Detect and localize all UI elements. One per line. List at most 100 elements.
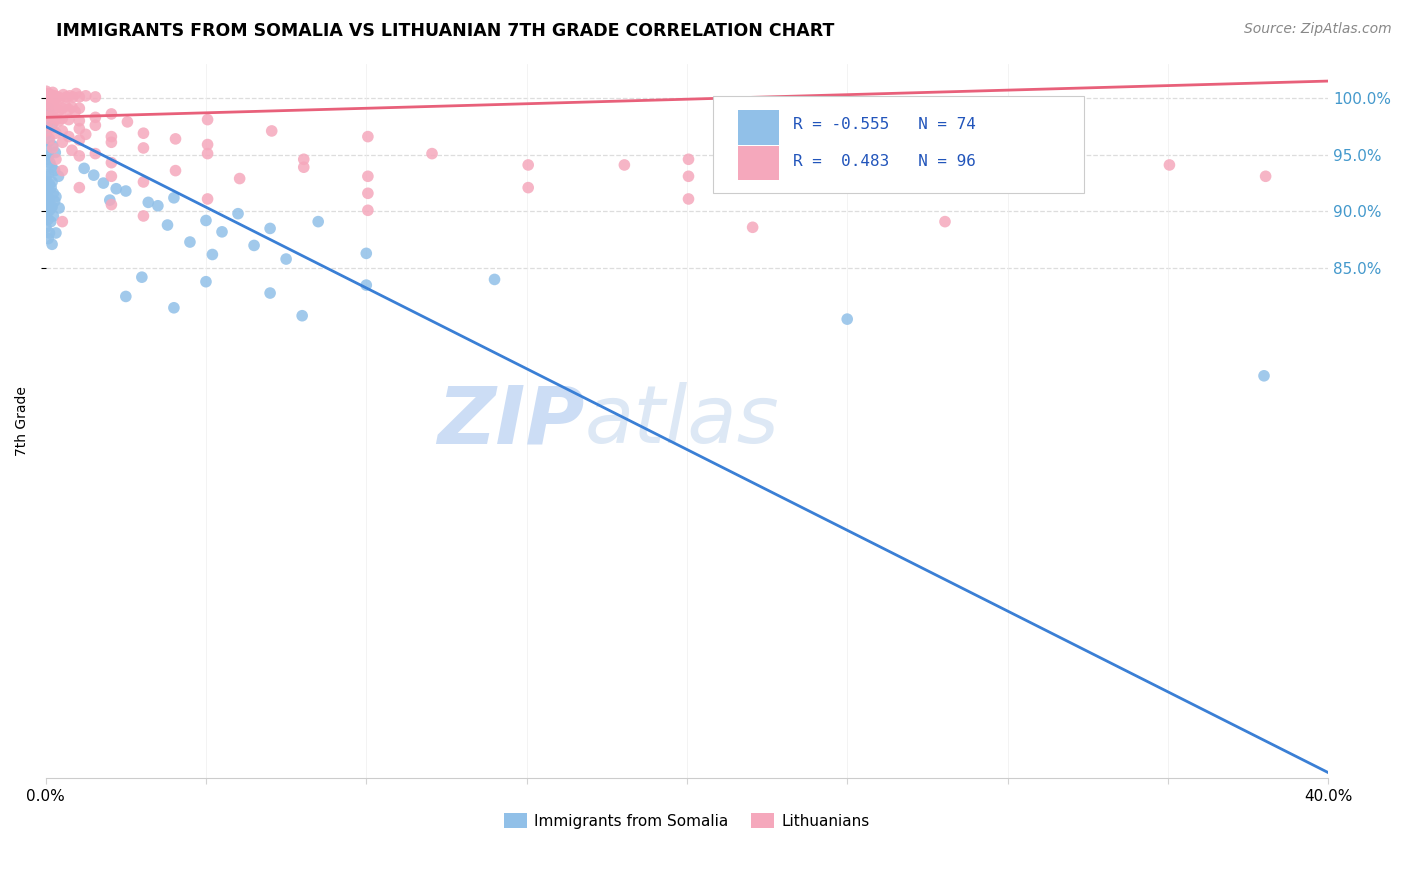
Point [41,141,63,155]
Point [84,118,107,132]
Point [75,88,97,103]
Point [100,197,122,211]
Point [194,213,217,227]
Point [146,199,169,213]
Point [49,91,72,105]
Point [37,116,59,130]
Point [51,112,73,126]
Point [41,237,63,252]
Point [73,161,96,176]
Point [105,182,128,196]
Point [38,107,60,121]
Point [37,101,59,115]
Y-axis label: 7th Grade: 7th Grade [15,386,30,456]
Point [44,194,66,209]
Point [211,225,233,239]
Point [98,193,121,207]
Point [41,200,63,214]
Point [51,101,73,115]
Point [44,163,66,178]
Point [38,109,60,123]
Point [35,128,58,142]
Point [67,149,90,163]
Point [998,163,1021,178]
Point [517,158,540,172]
Point [67,133,90,147]
Point [35,194,58,209]
Point [934,214,956,228]
Point [45,92,67,106]
Point [292,160,315,174]
Point [114,289,136,303]
Point [194,275,217,289]
Point [45,226,67,240]
Point [678,192,700,206]
Point [39,87,62,102]
Point [67,121,90,136]
Point [75,128,97,142]
Point [35,95,58,110]
Point [55,90,77,104]
Point [117,115,139,129]
Point [228,171,250,186]
Point [37,232,59,246]
Point [307,214,329,228]
Legend: Immigrants from Somalia, Lithuanians: Immigrants from Somalia, Lithuanians [498,806,876,835]
Point [37,87,59,101]
Point [83,168,105,182]
Point [35,175,58,189]
Point [291,309,314,323]
Point [1159,158,1181,172]
Point [35,190,58,204]
Point [38,149,60,163]
Point [46,90,69,104]
Point [100,129,122,144]
Point [165,163,187,178]
Point [41,99,63,113]
Point [484,272,506,286]
Point [58,103,80,117]
Point [39,214,62,228]
Point [357,129,380,144]
Point [35,205,58,219]
Point [1254,169,1277,184]
Point [38,183,60,197]
Point [63,104,86,119]
Point [84,146,107,161]
Point [35,118,58,132]
Point [51,136,73,150]
Point [132,175,155,189]
Point [357,169,380,184]
Point [60,143,83,157]
Text: R = -0.555   N = 74: R = -0.555 N = 74 [793,117,976,132]
Point [357,203,380,218]
FancyBboxPatch shape [713,96,1084,193]
Text: ZIP: ZIP [437,382,585,460]
Point [38,90,60,104]
Point [41,160,63,174]
Point [678,153,700,167]
Point [163,191,186,205]
Point [35,180,58,194]
Point [39,201,62,215]
Point [292,153,315,167]
Text: IMMIGRANTS FROM SOMALIA VS LITHUANIAN 7TH GRADE CORRELATION CHART: IMMIGRANTS FROM SOMALIA VS LITHUANIAN 7T… [56,22,835,40]
Point [114,184,136,198]
Point [42,209,65,223]
Point [67,101,90,115]
Point [51,214,73,228]
Point [226,207,249,221]
Point [44,145,66,160]
Point [100,169,122,184]
Point [163,301,186,315]
Point [38,132,60,146]
Point [100,155,122,169]
Point [48,169,70,184]
Point [39,180,62,194]
Point [276,252,298,266]
Point [678,169,700,184]
Point [131,270,153,285]
Point [35,220,58,235]
Bar [738,146,779,180]
Point [58,129,80,144]
